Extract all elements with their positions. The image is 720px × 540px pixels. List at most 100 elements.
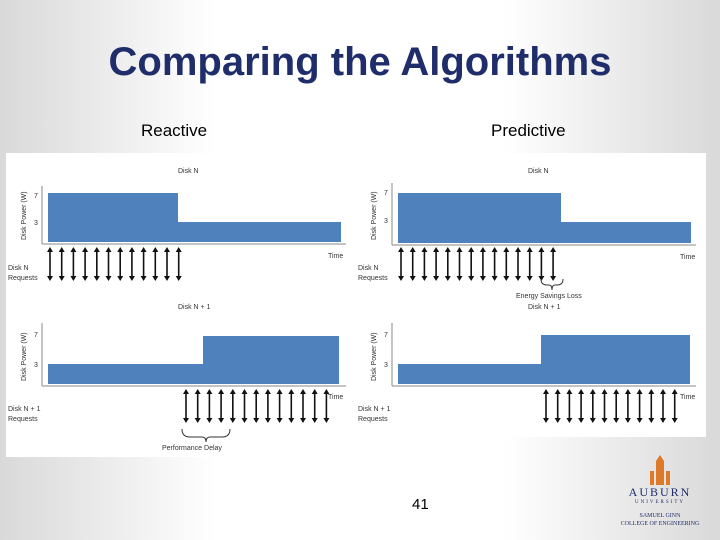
- request-arrow: [624, 389, 631, 423]
- predictive-label: Predictive: [491, 121, 566, 140]
- logo-college-2: COLLEGE OF ENGINEERING: [620, 521, 700, 527]
- request-arrow: [47, 247, 53, 281]
- disk-n1-high-power-bar: [541, 335, 690, 384]
- reactive-diagram: Disk N Disk Power (W) 7 3 Time Disk N Re…: [6, 153, 352, 457]
- time-label: Time: [328, 253, 343, 260]
- requests-label-line2: Requests: [358, 416, 388, 423]
- request-arrow: [93, 247, 100, 281]
- request-arrow: [82, 247, 89, 281]
- disk-n-high-power-bar: [398, 193, 561, 243]
- tick-high: 7: [34, 193, 38, 200]
- disk-n1-low-power-bar: [398, 364, 541, 384]
- request-arrow: [543, 389, 549, 423]
- disk-n1-title: Disk N + 1: [528, 304, 561, 311]
- y-axis-label: Disk Power (W): [21, 191, 28, 240]
- request-arrow: [636, 389, 643, 423]
- request-arrow: [164, 247, 170, 281]
- request-arrow: [491, 247, 498, 281]
- energy-savings-loss-label: Energy Savings Loss: [516, 293, 582, 300]
- request-arrow: [456, 247, 463, 281]
- slide-number: 41: [412, 496, 429, 513]
- reactive-label: Reactive: [141, 121, 208, 140]
- request-arrow: [140, 247, 147, 281]
- request-arrow: [526, 247, 533, 281]
- request-arrow: [538, 247, 545, 281]
- performance-delay-label: Performance Delay: [162, 445, 222, 452]
- request-arrow: [300, 389, 306, 423]
- request-arrow: [398, 247, 404, 281]
- delay-brace: [181, 428, 231, 443]
- disk-n1-low-power-bar: [48, 364, 203, 384]
- requests-label-line1: Disk N: [358, 265, 379, 272]
- y-axis-label: Disk Power (W): [371, 191, 378, 240]
- request-arrow: [550, 247, 557, 281]
- request-arrow: [468, 247, 475, 281]
- request-arrow: [206, 389, 213, 423]
- requests-label-line2: Requests: [8, 416, 38, 423]
- logo-name: AUBURN: [628, 485, 692, 499]
- disk-n1-request-arrows: [543, 389, 678, 423]
- tick-low: 3: [384, 362, 388, 369]
- request-arrow: [175, 247, 182, 281]
- disk-n1-title: Disk N + 1: [178, 304, 211, 311]
- predictive-diagram: Disk N Disk Power (W) 7 3 Time Disk N Re…: [356, 153, 706, 437]
- request-arrow: [117, 247, 124, 281]
- requests-label-line1: Disk N: [8, 265, 29, 272]
- time-label: Time: [680, 254, 695, 261]
- tick-low: 3: [384, 218, 388, 225]
- disk-n-request-arrows: [398, 247, 557, 281]
- request-arrow: [218, 389, 225, 423]
- disk-n1-high-power-bar: [203, 336, 339, 384]
- disk-n-low-power-bar: [178, 222, 341, 242]
- y-axis-label: Disk Power (W): [21, 332, 28, 381]
- request-arrow: [554, 389, 561, 423]
- request-arrow: [229, 389, 236, 423]
- request-arrow: [421, 247, 428, 281]
- request-arrow: [276, 389, 283, 423]
- request-arrow: [409, 247, 416, 281]
- request-arrow: [589, 389, 596, 423]
- tick-high: 7: [34, 332, 38, 339]
- disk-n-title: Disk N: [178, 168, 199, 175]
- request-arrow: [566, 389, 573, 423]
- disk-n1-request-arrows: [183, 389, 330, 423]
- request-arrow: [433, 247, 440, 281]
- requests-label-line2: Requests: [8, 275, 38, 282]
- request-arrow: [311, 389, 318, 423]
- time-label: Time: [680, 394, 695, 401]
- request-arrow: [152, 247, 159, 281]
- request-arrow: [660, 389, 666, 423]
- request-arrow: [613, 389, 620, 423]
- requests-label-line1: Disk N + 1: [8, 406, 41, 413]
- request-arrow: [323, 389, 330, 423]
- tick-low: 3: [34, 220, 38, 227]
- request-arrow: [194, 389, 201, 423]
- request-arrow: [105, 247, 112, 281]
- tower-icon: [650, 455, 670, 485]
- request-arrow: [503, 247, 510, 281]
- requests-label-line2: Requests: [358, 275, 388, 282]
- request-arrow: [58, 247, 65, 281]
- request-arrow: [253, 389, 260, 423]
- request-arrow: [264, 389, 271, 423]
- logo-sub: UNIVERSITY: [635, 500, 685, 505]
- disk-n-title: Disk N: [528, 168, 549, 175]
- request-arrow: [183, 389, 189, 423]
- request-arrow: [578, 389, 585, 423]
- y-axis-label: Disk Power (W): [371, 332, 378, 381]
- request-arrow: [444, 247, 451, 281]
- tick-high: 7: [384, 190, 388, 197]
- request-arrow: [648, 389, 655, 423]
- disk-n-low-power-bar: [561, 222, 691, 243]
- tick-low: 3: [34, 362, 38, 369]
- requests-label-line1: Disk N + 1: [358, 406, 391, 413]
- savings-brace: [540, 278, 564, 291]
- auburn-logo: AUBURN UNIVERSITY SAMUEL GINN COLLEGE OF…: [612, 455, 708, 533]
- request-arrow: [70, 247, 77, 281]
- slide-title: Comparing the Algorithms: [108, 40, 612, 84]
- request-arrow: [671, 389, 678, 423]
- request-arrow: [288, 389, 295, 423]
- request-arrow: [241, 389, 248, 423]
- request-arrow: [515, 247, 521, 281]
- disk-n-high-power-bar: [48, 193, 178, 242]
